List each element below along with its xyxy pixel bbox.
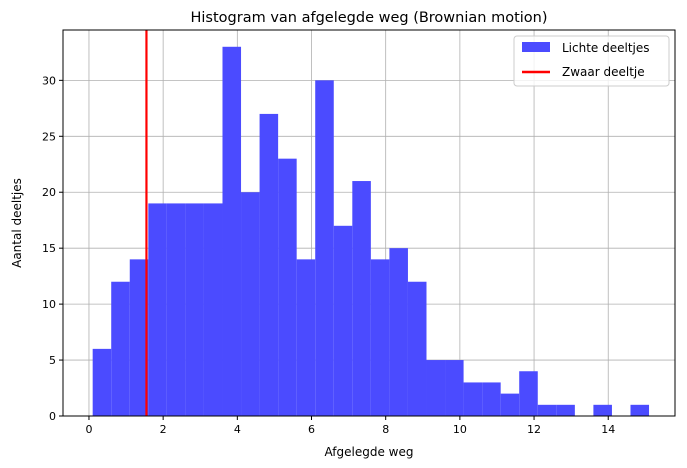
y-tick-label: 25: [42, 130, 56, 143]
histogram-bar: [482, 382, 501, 416]
histogram-bar: [259, 113, 279, 417]
histogram-bars: [92, 46, 650, 417]
histogram-bar: [278, 158, 297, 416]
x-tick-label: 0: [85, 423, 92, 436]
legend-label-histogram: Lichte deeltjes: [562, 41, 650, 55]
histogram-bar: [537, 404, 557, 416]
histogram-bar: [166, 203, 186, 416]
y-axis-ticks: 0 5 10 15 20 25 30: [42, 74, 63, 423]
histogram-bar: [185, 203, 204, 416]
histogram-bar: [203, 203, 223, 416]
histogram-bar: [222, 46, 242, 417]
x-tick-label: 8: [382, 423, 389, 436]
y-tick-label: 30: [42, 74, 56, 87]
histogram-bar: [426, 360, 446, 416]
histogram-bar: [92, 348, 112, 416]
histogram-bar: [630, 404, 650, 416]
x-tick-label: 10: [453, 423, 467, 436]
y-tick-label: 20: [42, 186, 56, 199]
histogram-bar: [111, 281, 130, 416]
legend: Lichte deeltjes Zwaar deeltje: [513, 35, 670, 87]
x-tick-label: 6: [308, 423, 315, 436]
y-tick-label: 10: [42, 298, 56, 311]
x-axis-ticks: 0 2 4 6 8 10 12 14: [85, 416, 615, 436]
legend-label-line: Zwaar deeltje: [562, 65, 645, 79]
histogram-bar: [463, 382, 483, 416]
plot-frame: [62, 29, 676, 417]
y-tick-label: 0: [49, 410, 56, 423]
x-axis-label: Afgelegde weg: [325, 445, 414, 459]
histogram-bar: [407, 281, 427, 416]
histogram-bar: [593, 404, 612, 416]
legend-swatch-histogram: [522, 42, 550, 52]
histogram-bar: [445, 360, 464, 416]
histogram-bar: [296, 259, 316, 416]
x-tick-label: 12: [527, 423, 541, 436]
histogram-bar: [129, 259, 149, 416]
histogram-bar: [370, 259, 390, 416]
x-tick-label: 4: [234, 423, 241, 436]
histogram-bar: [519, 371, 538, 416]
y-tick-label: 5: [49, 354, 56, 367]
x-tick-label: 2: [160, 423, 167, 436]
y-tick-label: 15: [42, 242, 56, 255]
histogram-bar: [148, 203, 167, 416]
histogram-bar: [352, 181, 371, 416]
legend-box: [513, 35, 670, 87]
y-axis-label: Aantal deeltjes: [10, 178, 24, 268]
chart-title: Histogram van afgelegde weg (Brownian mo…: [191, 10, 548, 26]
histogram-bar: [241, 192, 260, 416]
x-tick-label: 14: [601, 423, 615, 436]
histogram-bar: [500, 393, 520, 416]
histogram-bar: [389, 248, 408, 416]
histogram-bar: [333, 225, 353, 416]
histogram-bar: [556, 404, 575, 416]
histogram-bar: [315, 80, 334, 416]
